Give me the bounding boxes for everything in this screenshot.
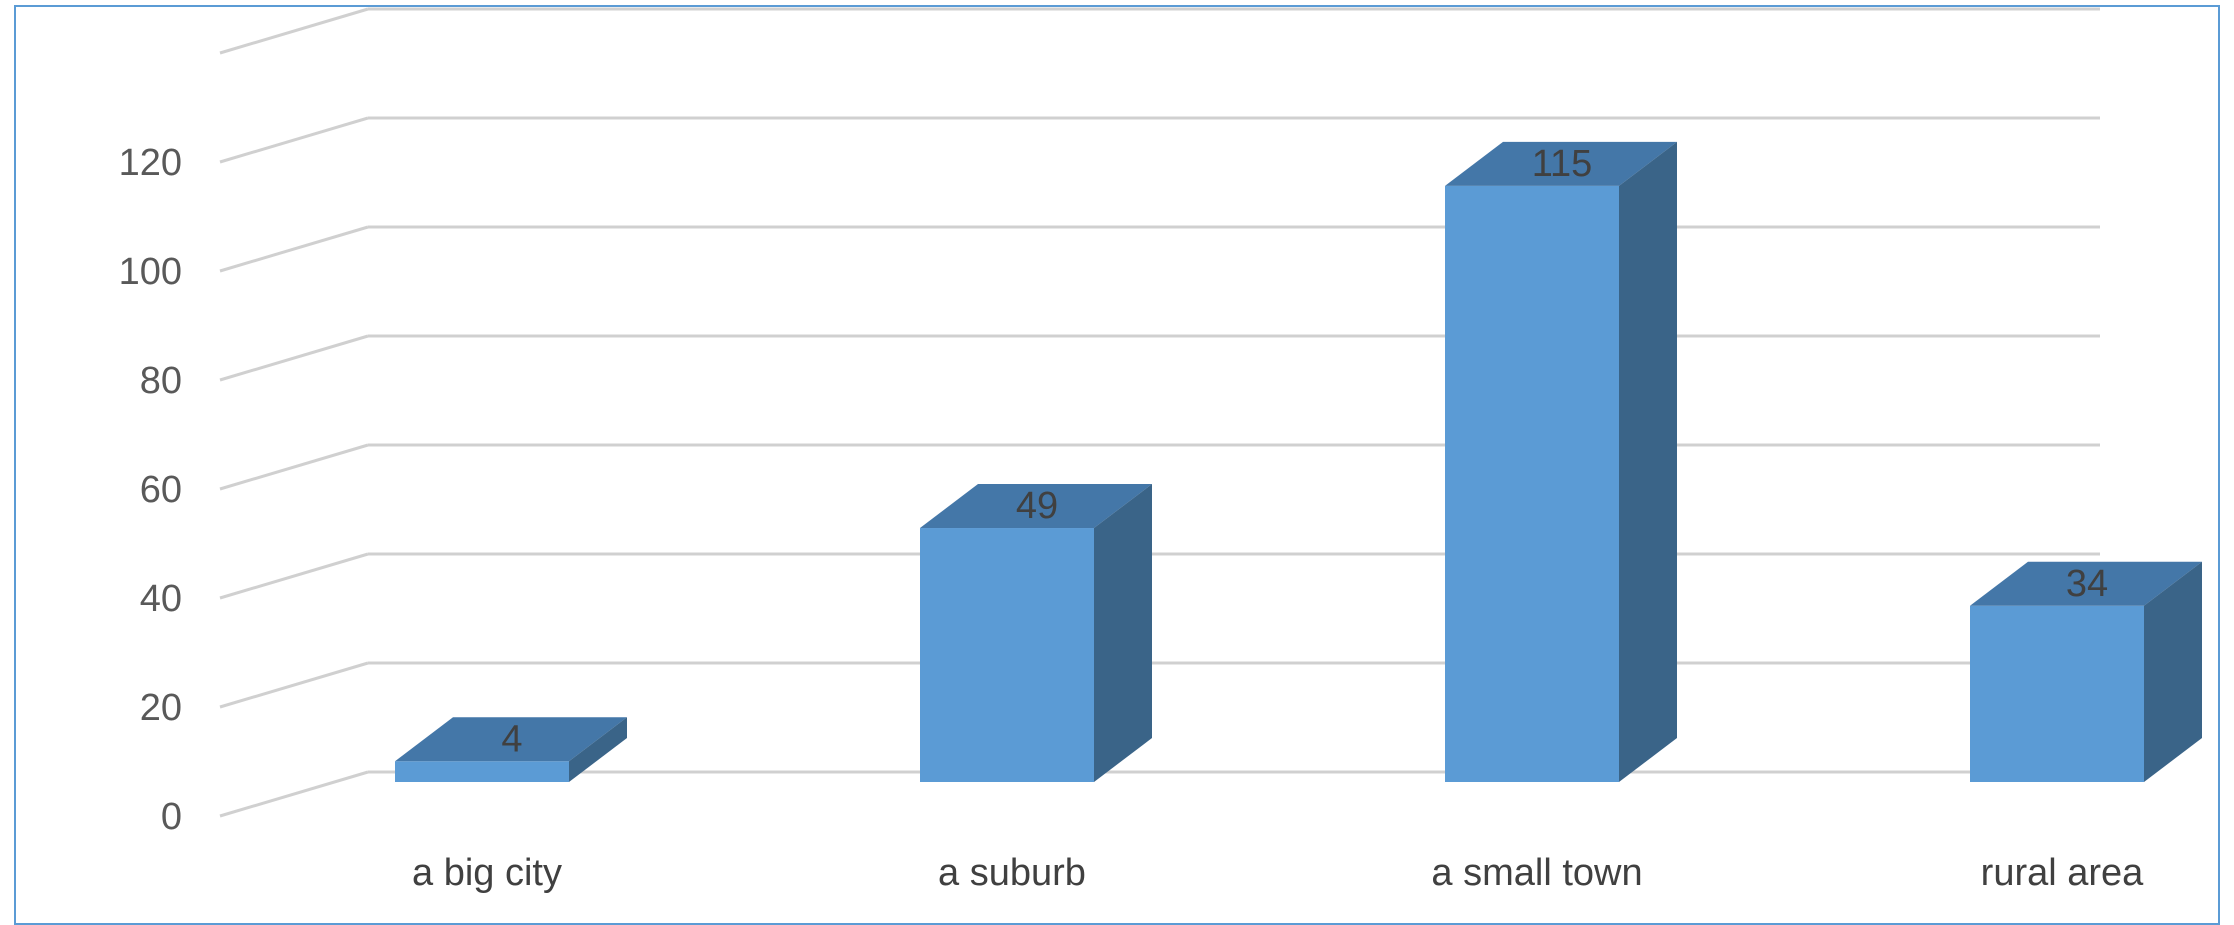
gridline-side bbox=[219, 443, 369, 491]
y-tick-label: 20 bbox=[140, 687, 182, 729]
gridline-side bbox=[219, 7, 369, 55]
y-tick-label: 60 bbox=[140, 469, 182, 511]
y-tick-label: 0 bbox=[161, 796, 182, 838]
gridline-side bbox=[219, 116, 369, 164]
bar bbox=[920, 484, 1152, 782]
bar-front bbox=[1970, 605, 2144, 782]
bar-side bbox=[1094, 484, 1152, 782]
y-tick-label: 40 bbox=[140, 578, 182, 620]
bar-top bbox=[1445, 141, 1677, 186]
bar-top bbox=[920, 484, 1152, 529]
gridline-side bbox=[219, 225, 369, 273]
y-tick-label: 120 bbox=[119, 142, 182, 184]
y-tick-label: 80 bbox=[140, 360, 182, 402]
bar bbox=[1970, 561, 2202, 782]
data-label: 49 bbox=[1016, 485, 1058, 527]
bar-side bbox=[569, 717, 627, 782]
bar-top bbox=[1970, 561, 2202, 606]
gridlines bbox=[219, 7, 2100, 818]
gridline-side bbox=[219, 334, 369, 382]
y-tick-label: 100 bbox=[119, 251, 182, 293]
bar-side bbox=[1619, 141, 1677, 782]
bar-top bbox=[395, 717, 627, 762]
bar-side bbox=[2144, 561, 2202, 782]
category-label: a suburb bbox=[938, 852, 1086, 894]
gridline-side bbox=[219, 661, 369, 709]
data-labels: 4 49 115 34 bbox=[501, 143, 2108, 760]
category-label: a small town bbox=[1431, 852, 1642, 894]
bar bbox=[395, 717, 627, 782]
category-label: rural area bbox=[1981, 852, 2144, 894]
category-label: a big city bbox=[412, 852, 562, 894]
gridline-side bbox=[219, 770, 369, 818]
bars bbox=[395, 141, 2202, 782]
bar bbox=[1445, 141, 1677, 782]
y-axis-tick-labels: 0 20 40 60 80 100 120 bbox=[119, 142, 182, 838]
bar-front bbox=[1445, 185, 1619, 782]
gridline-side bbox=[219, 552, 369, 600]
bar-front bbox=[920, 528, 1094, 782]
data-label: 34 bbox=[2066, 563, 2108, 605]
bar-front bbox=[395, 761, 569, 782]
category-labels: a big city a suburb a small town rural area bbox=[412, 852, 2144, 894]
data-label: 115 bbox=[1532, 143, 1593, 185]
data-label: 4 bbox=[501, 718, 522, 760]
